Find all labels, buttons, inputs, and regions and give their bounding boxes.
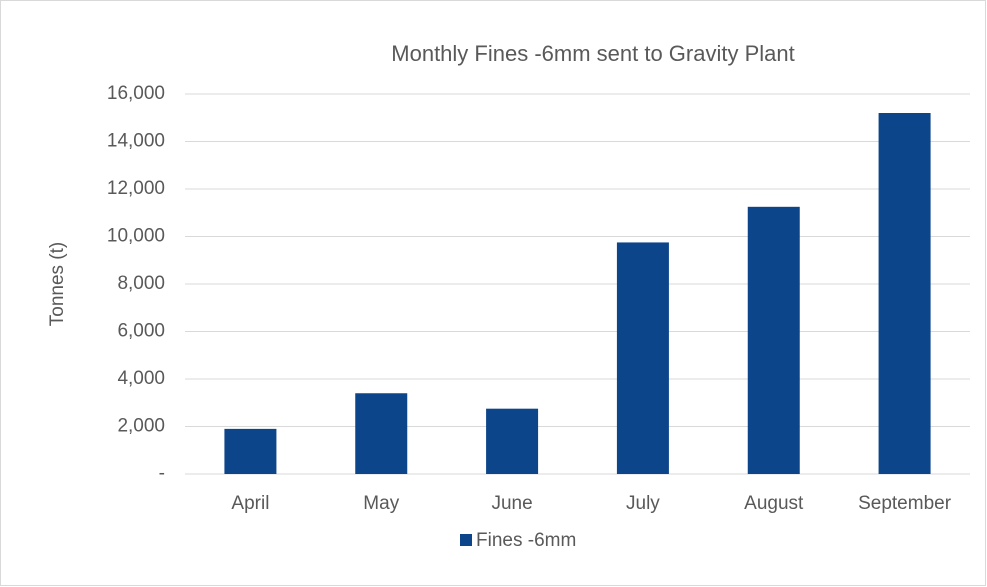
bar bbox=[878, 113, 931, 474]
y-axis-label: Tonnes (t) bbox=[47, 242, 68, 326]
x-tick-label: May bbox=[363, 493, 399, 514]
x-tick-label: September bbox=[858, 493, 952, 514]
x-tick-label: July bbox=[626, 493, 660, 514]
y-tick-label: 8,000 bbox=[117, 273, 165, 294]
bar bbox=[486, 408, 539, 474]
y-tick-label: 4,000 bbox=[117, 368, 165, 389]
bar bbox=[355, 393, 408, 474]
y-tick-label: 6,000 bbox=[117, 321, 165, 342]
x-tick-label: June bbox=[491, 493, 532, 514]
y-tick-label: - bbox=[159, 463, 165, 484]
x-tick-label: April bbox=[231, 493, 269, 514]
legend-label: Fines -6mm bbox=[476, 530, 576, 551]
bar bbox=[224, 428, 277, 474]
chart-title: Monthly Fines -6mm sent to Gravity Plant bbox=[391, 41, 794, 66]
legend-swatch bbox=[460, 534, 472, 546]
bar bbox=[616, 242, 669, 474]
y-tick-label: 16,000 bbox=[107, 83, 165, 104]
x-tick-label: August bbox=[744, 493, 804, 514]
y-tick-label: 14,000 bbox=[107, 131, 165, 152]
y-tick-label: 12,000 bbox=[107, 178, 165, 199]
y-tick-label: 10,000 bbox=[107, 226, 165, 247]
y-tick-label: 2,000 bbox=[117, 416, 165, 437]
bar bbox=[747, 206, 800, 474]
